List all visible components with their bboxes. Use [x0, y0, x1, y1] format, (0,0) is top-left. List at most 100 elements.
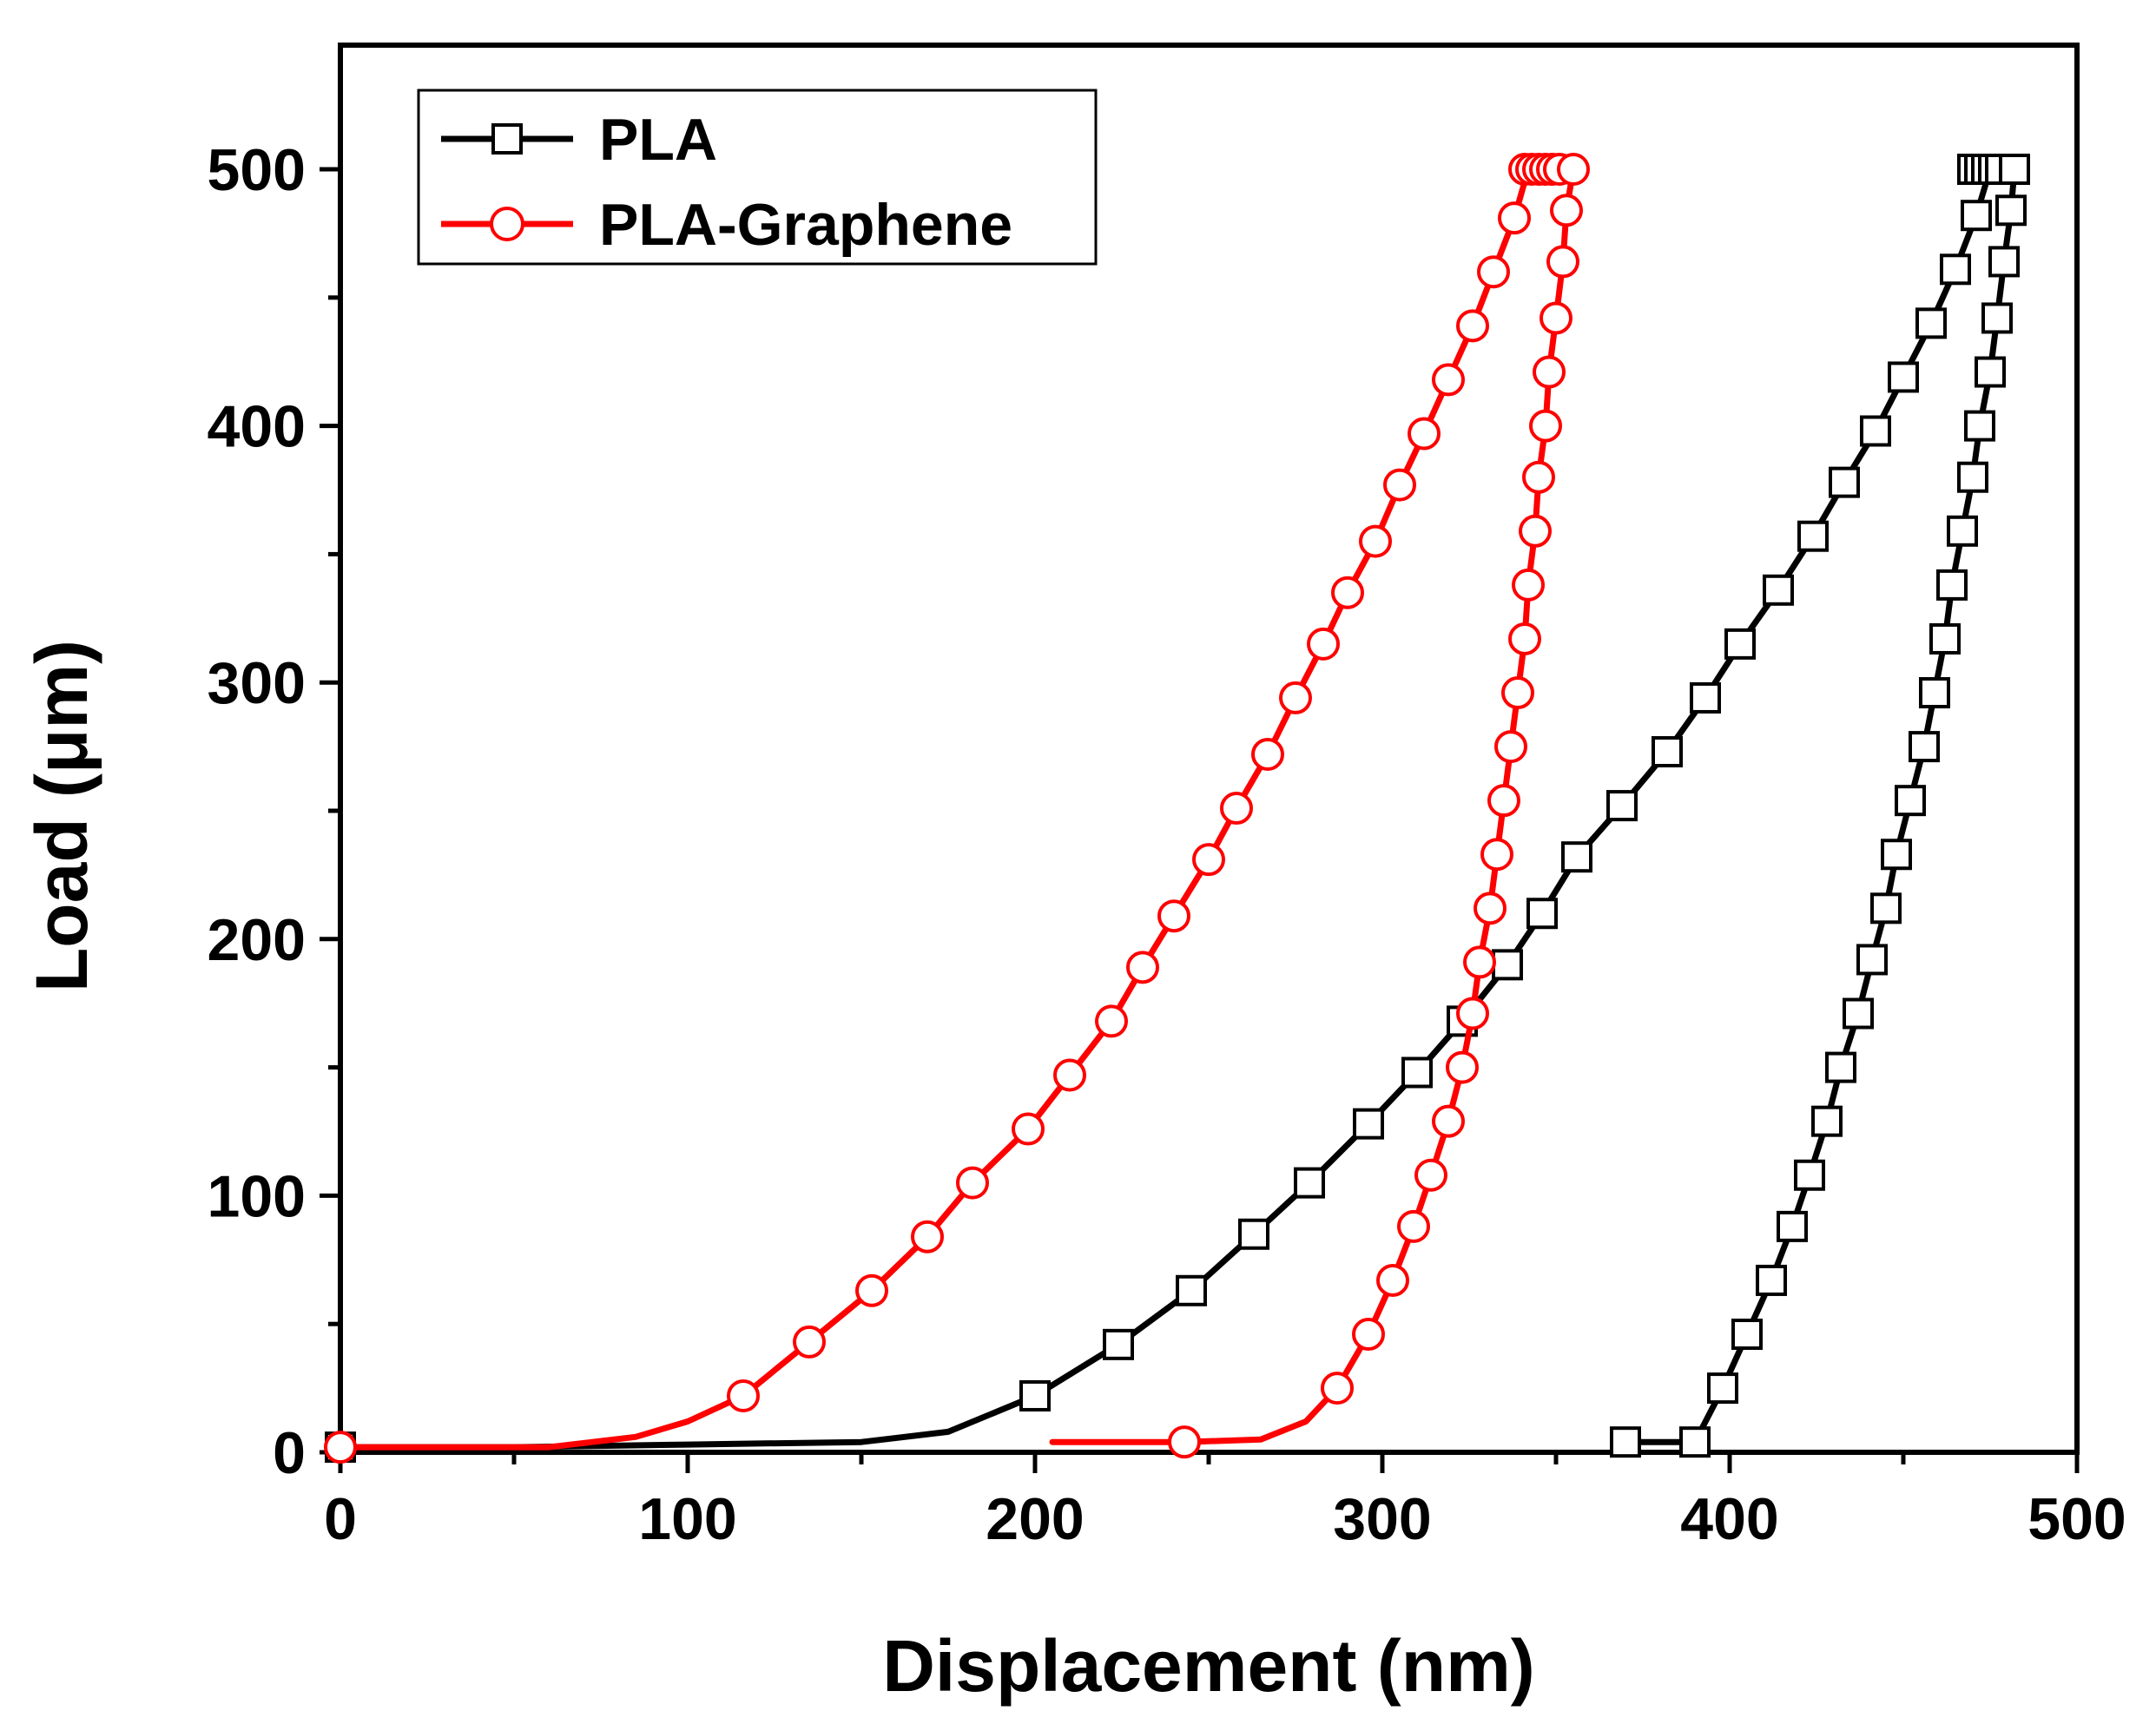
data-point-pla-graphene — [956, 1166, 989, 1200]
data-point-pla — [1811, 1105, 1843, 1137]
data-point-pla — [1981, 302, 2013, 334]
data-point-pla — [1909, 731, 1940, 763]
data-point-pla-graphene — [1546, 245, 1579, 279]
y-tick-label: 300 — [208, 650, 306, 716]
data-point-pla-graphene — [1474, 892, 1507, 925]
legend-label-pla: PLA — [599, 107, 717, 173]
data-point-pla-graphene — [855, 1273, 888, 1307]
data-point-pla — [1797, 520, 1829, 552]
series-pla — [325, 154, 2030, 1464]
data-point-pla-graphene — [911, 1220, 944, 1254]
data-point-pla — [1763, 574, 1794, 606]
axis-ticks — [320, 167, 2080, 1473]
data-point-pla-graphene — [1487, 784, 1520, 818]
legend: PLA PLA-Graphene — [417, 89, 1098, 266]
data-point-pla-graphene — [1251, 737, 1284, 771]
data-point-pla — [1731, 1319, 1763, 1351]
data-point-pla — [1652, 736, 1683, 768]
data-point-pla-graphene — [1414, 1158, 1447, 1192]
data-point-pla — [1895, 785, 1926, 817]
data-point-pla — [1492, 949, 1523, 981]
data-point-pla-graphene — [1540, 301, 1572, 335]
legend-marker-pla-graphene — [490, 207, 524, 241]
data-point-pla-graphene — [1480, 838, 1513, 872]
data-point-pla — [1936, 569, 1968, 601]
data-point-pla — [1999, 154, 2030, 185]
axis-tick-labels: 0 100 200 300 400 500 0 100 200 300 400 500 — [208, 137, 2126, 1552]
y-axis-title: Load (μm) — [21, 640, 102, 992]
data-point-pla — [1888, 361, 1919, 393]
data-point-pla-graphene — [1192, 843, 1225, 877]
data-point-pla-graphene — [1463, 945, 1496, 979]
x-tick-label: 400 — [1680, 1486, 1778, 1552]
x-tick-label: 0 — [324, 1486, 357, 1552]
legend-box — [417, 89, 1098, 266]
data-point-pla — [1843, 997, 1874, 1030]
data-point-pla-graphene — [1279, 681, 1312, 714]
data-point-pla-graphene — [1456, 997, 1489, 1030]
data-point-pla — [1777, 1210, 1808, 1242]
data-point-pla — [1870, 892, 1902, 925]
data-point-pla — [1829, 466, 1860, 498]
data-point-pla-graphene — [1397, 1209, 1430, 1243]
y-tick-label: 500 — [208, 137, 306, 203]
data-point-pla — [1679, 1426, 1711, 1458]
data-point-pla — [1526, 898, 1558, 930]
data-point-pla — [1756, 1264, 1787, 1296]
data-point-pla-graphene — [1126, 951, 1159, 984]
y-tick-label: 400 — [208, 394, 306, 460]
data-point-pla-graphene — [793, 1325, 826, 1359]
data-point-pla — [1610, 1426, 1641, 1458]
data-point-pla-graphene — [1331, 576, 1364, 609]
data-point-pla — [1724, 628, 1756, 660]
legend-label-pla-graphene: PLA-Graphene — [599, 192, 1012, 258]
data-point-pla — [1975, 356, 2006, 388]
data-point-pla — [1561, 841, 1592, 873]
y-tick-label: 100 — [208, 1163, 306, 1229]
data-point-pla — [1961, 200, 1992, 232]
data-point-pla-graphene — [1533, 355, 1566, 389]
data-series — [324, 153, 2030, 1464]
data-point-pla-graphene — [1220, 792, 1253, 826]
x-tick-label: 500 — [2027, 1486, 2126, 1552]
data-point-pla-graphene — [1053, 1058, 1086, 1092]
data-point-pla-graphene — [1012, 1112, 1045, 1146]
data-point-pla — [1103, 1328, 1134, 1360]
legend-marker-pla — [491, 123, 523, 155]
x-tick-label: 300 — [1333, 1486, 1431, 1552]
data-point-pla-graphene — [1477, 255, 1510, 289]
data-point-pla-graphene — [1446, 1050, 1479, 1084]
data-point-pla — [1988, 246, 2020, 278]
data-point-pla-graphene — [1157, 899, 1190, 933]
data-point-pla-graphene — [1408, 417, 1441, 451]
data-point-pla-graphene — [1432, 363, 1465, 397]
series-pla-graphene — [324, 153, 1590, 1464]
data-point-pla — [1238, 1218, 1269, 1250]
data-point-pla-graphene — [1550, 194, 1583, 227]
data-point-pla-graphene — [1168, 1425, 1201, 1459]
y-tick-label: 200 — [208, 907, 306, 973]
data-point-pla-graphene — [1456, 309, 1489, 343]
y-tick-label: 0 — [273, 1420, 306, 1486]
data-point-pla-graphene — [1557, 153, 1590, 186]
data-point-pla — [1019, 1379, 1051, 1411]
x-axis-title: Displacement (nm) — [882, 1625, 1535, 1707]
data-point-pla-graphene — [1522, 460, 1555, 494]
data-point-pla — [1915, 307, 1947, 339]
data-point-pla — [1919, 677, 1950, 709]
data-point-pla — [1825, 1051, 1856, 1083]
data-point-pla — [1606, 790, 1638, 822]
data-point-pla — [1707, 1372, 1738, 1405]
data-point-pla — [1176, 1274, 1207, 1306]
data-point-pla — [1947, 515, 1978, 547]
data-point-pla-graphene — [1494, 730, 1527, 764]
data-point-pla-graphene — [1519, 514, 1552, 548]
data-point-pla — [1940, 253, 1971, 286]
data-point-pla-graphene — [1383, 468, 1416, 502]
data-point-pla-graphene — [1529, 409, 1562, 443]
data-point-pla — [1401, 1056, 1433, 1089]
data-point-pla — [1881, 839, 1912, 871]
data-point-pla — [1860, 415, 1891, 447]
